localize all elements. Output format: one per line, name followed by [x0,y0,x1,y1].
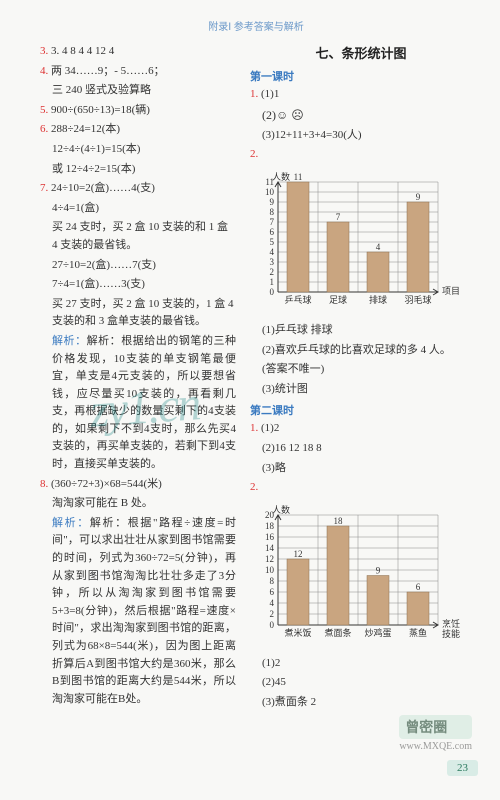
svg-text:4: 4 [270,598,275,608]
answer-7-explain: 解析：解析：根据给出的钢笔的三种价格发现，10支装的单支钢笔最便宜，单支是4元支… [40,333,236,474]
l2-1a: 1. (1)2 [250,420,472,438]
svg-text:足球: 足球 [329,294,347,305]
svg-text:乒乓球: 乒乓球 [284,294,311,305]
answer-6c: 或 12÷4÷2=15(本) [40,161,236,179]
svg-text:排球: 排球 [369,294,387,305]
answer-4b: 三 240 竖式及验算略 [40,82,236,100]
l1-1: 1. (1)1 [250,86,472,104]
l1-3: (3)12+11+3+4=30(人) [250,127,472,145]
svg-text:烹饪: 烹饪 [442,618,460,629]
answer-8a: 8. (360÷72+3)×68=544(米) [40,476,236,494]
answer-7c: 买 24 支时，买 2 盒 10 支装的和 1 盒 4 支装的最省钱。 [40,219,236,254]
answer-7a: 7. 24÷10=2(盒)……4(支) [40,180,236,198]
two-column-layout: 3. 3. 4 8 4 4 12 4 4. 两 34……9；- 5……6； 三 … [40,43,472,714]
page-number: 23 [447,760,478,776]
answer-7d: 27÷10=2(盒)……7(支) [40,257,236,275]
svg-text:14: 14 [265,543,275,553]
svg-text:7: 7 [336,212,341,222]
svg-text:技能: 技能 [442,628,460,639]
svg-text:人数: 人数 [272,171,290,182]
l2-2: 2. [250,479,472,497]
answer-3-text: 3. 4 8 4 4 12 4 [51,45,114,57]
answer-4a: 4. 两 34……9；- 5……6； [40,63,236,81]
c2-b: (2)45 [250,674,472,692]
svg-text:4: 4 [376,242,381,252]
svg-text:2: 2 [270,609,275,619]
c1-b: (2)喜欢乒乓球的比喜欢足球的多 4 人。 [250,342,472,360]
l2-1c: (3)略 [250,460,472,478]
c2-c: (3)煮面条 2 [250,694,472,712]
svg-text:6: 6 [416,582,421,592]
svg-text:0: 0 [270,620,275,630]
svg-text:2: 2 [270,267,275,277]
svg-text:8: 8 [270,207,275,217]
svg-text:炒鸡蛋: 炒鸡蛋 [364,627,391,638]
svg-text:3: 3 [270,257,275,267]
svg-text:11: 11 [294,172,303,182]
c2-a: (1)2 [250,655,472,673]
answer-6b: 12÷4÷(4÷1)=15(本) [40,141,236,159]
chart2-svg: 02468101214161820人数烹饪技能12煮米饭18煮面条9炒鸡蛋6蒸鱼 [256,501,472,649]
answer-6a: 6. 288÷24=12(本) [40,121,236,139]
c1-d: (3)统计图 [250,381,472,399]
svg-text:1: 1 [270,277,275,287]
svg-text:18: 18 [265,521,275,531]
c1-c: (答案不唯一) [250,361,472,379]
answer-8-explain: 解析：解析：根据"路程÷速度=时间"，可以求出壮壮从家到图书馆需要的时间，列式为… [40,515,236,709]
answer-7-explain-text: 解析：根据给出的钢笔的三种价格发现，10支装的单支钢笔最便宜，单支是4元支装的，… [52,335,236,470]
svg-text:蒸鱼: 蒸鱼 [409,627,427,638]
page-header: 附录Ⅰ 参考答案与解析 [40,18,472,33]
svg-text:羽毛球: 羽毛球 [404,294,431,305]
answer-7b: 4÷4=1(盒) [40,200,236,218]
frown-icon: ☹ [291,108,304,122]
svg-text:12: 12 [294,549,303,559]
svg-text:6: 6 [270,227,275,237]
svg-text:9: 9 [416,192,421,202]
l2-1b: (2)16 12 18 8 [250,440,472,458]
svg-text:煮米饭: 煮米饭 [284,627,311,638]
answer-7f: 买 27 支时，买 2 盒 10 支装的，1 盒 4 支装的和 3 盒单支装的最… [40,296,236,331]
chart1-svg: 01234567891011人数项目11乒乓球7足球4排球9羽毛球 [256,168,472,316]
answer-8b: 淘淘家可能在 B 处。 [40,495,236,513]
l1-2: (2)☺ ☹ [250,106,472,125]
svg-text:煮面条: 煮面条 [324,627,351,638]
left-column: 3. 3. 4 8 4 4 12 4 4. 两 34……9；- 5……6； 三 … [40,43,236,714]
svg-text:项目: 项目 [442,286,460,296]
section-title: 七、条形统计图 [250,43,472,62]
answer-7e: 7÷4=1(盒)……3(支) [40,276,236,294]
svg-text:9: 9 [270,197,275,207]
chart1-container: 01234567891011人数项目11乒乓球7足球4排球9羽毛球 [256,168,472,316]
lesson1-title: 第一课时 [250,68,472,84]
svg-text:10: 10 [265,565,275,575]
svg-text:4: 4 [270,247,275,257]
l2-label: 2. [250,146,472,164]
smile-icon: ☺ [276,108,288,122]
answer-3: 3. 3. 4 8 4 4 12 4 [40,43,236,61]
svg-text:8: 8 [270,576,275,586]
svg-text:16: 16 [265,532,275,542]
svg-text:5: 5 [270,237,275,247]
svg-text:0: 0 [270,287,275,297]
c1-a: (1)乒乓球 排球 [250,322,472,340]
answer-5: 5. 900÷(650÷13)=18(辆) [40,102,236,120]
right-column: 七、条形统计图 第一课时 1. (1)1 (2)☺ ☹ (3)12+11+3+4… [250,43,472,714]
svg-text:7: 7 [270,217,275,227]
answer-8-explain-text: 解析：根据"路程÷速度=时间"，可以求出壮壮从家到图书馆需要的时间，列式为360… [52,517,236,705]
lesson2-title: 第二课时 [250,402,472,418]
svg-text:10: 10 [265,187,275,197]
svg-text:12: 12 [265,554,274,564]
svg-text:6: 6 [270,587,275,597]
svg-text:18: 18 [334,516,344,526]
svg-text:人数: 人数 [272,504,290,515]
chart2-container: 02468101214161820人数烹饪技能12煮米饭18煮面条9炒鸡蛋6蒸鱼 [256,501,472,649]
svg-text:9: 9 [376,565,381,575]
